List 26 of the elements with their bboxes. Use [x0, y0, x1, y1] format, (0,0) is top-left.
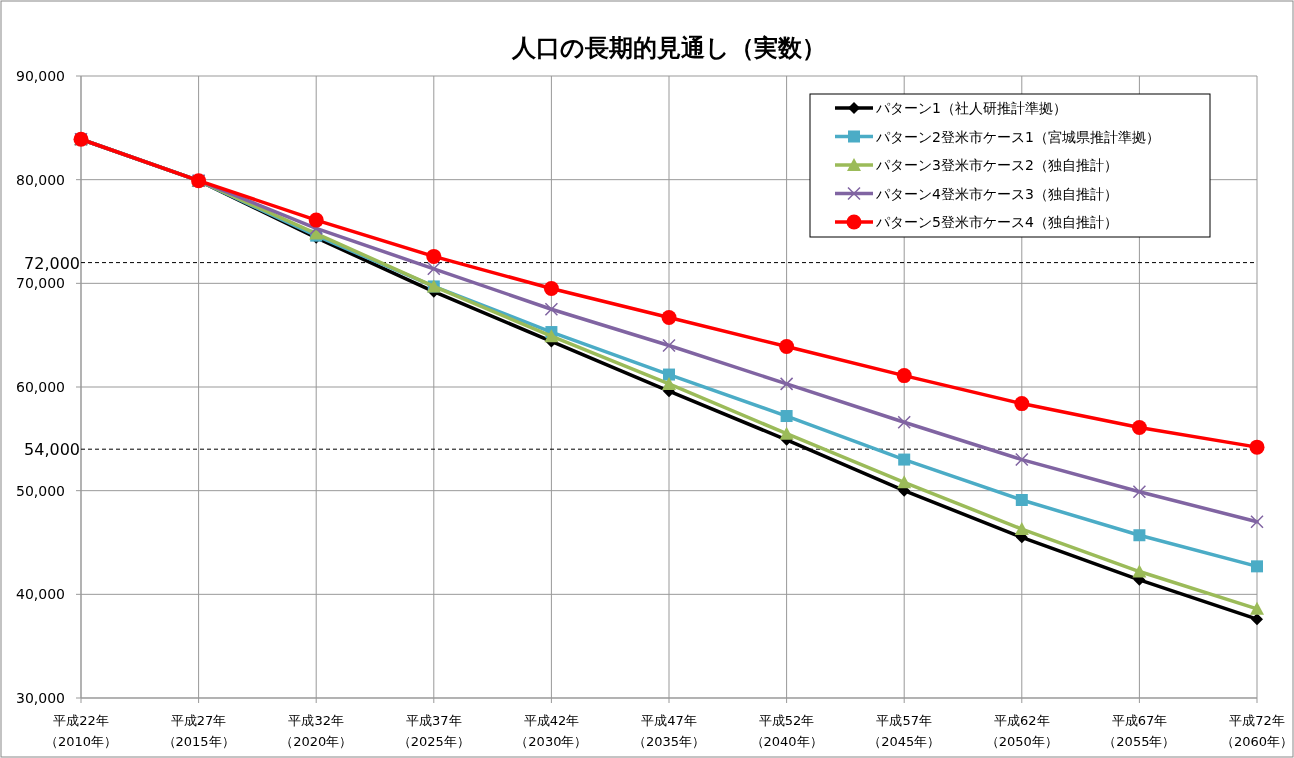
x-tick-label: 平成27年（2015年） [162, 713, 235, 749]
x-tick-label: 平成62年（2050年） [985, 713, 1058, 749]
x-tick-label: 平成52年（2040年） [750, 713, 823, 749]
x-tick-label: 平成42年（2030年） [515, 713, 588, 749]
y-tick-label: 50,000 [16, 482, 65, 499]
legend-label: パターン4登米市ケース3（独自推計） [875, 185, 1118, 202]
x-tick-label: 平成67年（2055年） [1103, 713, 1176, 749]
x-tick-label: 平成72年（2060年） [1220, 713, 1294, 749]
y-tick-label: 80,000 [16, 171, 65, 188]
y-tick-label: 40,000 [16, 586, 65, 603]
y-tick-label: 70,000 [16, 275, 65, 292]
legend-label: パターン2登米市ケース1（宮城県推計準拠） [875, 128, 1160, 145]
ref-line-label: 72,000 [24, 253, 80, 273]
x-tick-label: 平成22年（2010年） [44, 713, 118, 749]
legend-label: パターン3登米市ケース2（独自推計） [875, 157, 1118, 173]
legend-label: パターン1（社人研推計準拠） [875, 100, 1067, 116]
y-tick-label: 60,000 [16, 379, 65, 395]
x-tick-label: 平成47年（2035年） [632, 713, 706, 749]
x-tick-label: 平成37年（2025年） [397, 713, 470, 749]
y-tick-label: 90,000 [16, 68, 65, 84]
legend-label: パターン5登米市ケース4（独自推計） [875, 214, 1118, 230]
ref-line-label: 54,000 [24, 440, 80, 460]
chart-title: 人口の長期的見通し（実数） [511, 34, 826, 62]
y-tick-label: 30,000 [16, 690, 65, 706]
x-tick-label: 平成57年（2045年） [868, 713, 941, 749]
x-tick-label: 平成32年（2020年） [280, 713, 353, 749]
